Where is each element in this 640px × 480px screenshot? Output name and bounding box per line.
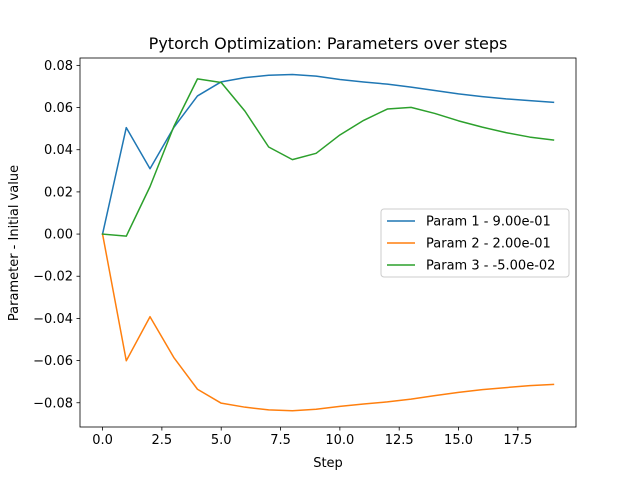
plot-frame	[79, 57, 577, 428]
y-axis-label: Parameter - Initial value	[7, 165, 22, 321]
series-line-2	[101, 233, 555, 412]
legend-label-1: Param 1 - 9.00e-01	[426, 215, 551, 230]
series-line-1	[101, 73, 555, 235]
x-tick-label: 0.0	[92, 433, 113, 448]
legend: Param 1 - 9.00e-01 Param 2 - 2.00e-01 Para…	[380, 208, 570, 278]
chart-title: Pytorch Optimization: Parameters over st…	[149, 34, 508, 53]
x-tick-label: 7.5	[270, 433, 291, 448]
y-tick-label: 0.04	[44, 143, 73, 158]
legend-label-2: Param 2 - 2.00e-01	[426, 237, 551, 252]
y-tick-label: 0.02	[44, 185, 73, 200]
y-tick-label: −0.08	[33, 396, 73, 411]
x-tick-label: 15.0	[444, 433, 473, 448]
x-tick-label: 17.5	[503, 433, 532, 448]
legend-label-3: Param 3 - -5.00e-02	[426, 259, 555, 274]
x-tick-label: 12.5	[385, 433, 414, 448]
x-axis-label: Step	[313, 456, 343, 471]
y-tick-label: 0.00	[44, 228, 73, 243]
x-tick-label: 5.0	[211, 433, 232, 448]
y-tick-label: 0.06	[44, 101, 73, 116]
y-tick-label: −0.06	[33, 354, 73, 369]
legend-box	[380, 208, 570, 278]
x-tick-label: 10.0	[325, 433, 354, 448]
x-tick-label: 2.5	[152, 433, 173, 448]
plot-area: 0.0 2.5 5.0 7.5 10.0 12.5 15.0 17.5 −0.08 −0.06 −0…	[33, 57, 577, 448]
y-tick-label: 0.08	[44, 59, 73, 74]
y-tick-label: −0.02	[33, 270, 73, 285]
y-tick-label: −0.04	[33, 312, 73, 327]
series-line-3	[101, 78, 555, 237]
